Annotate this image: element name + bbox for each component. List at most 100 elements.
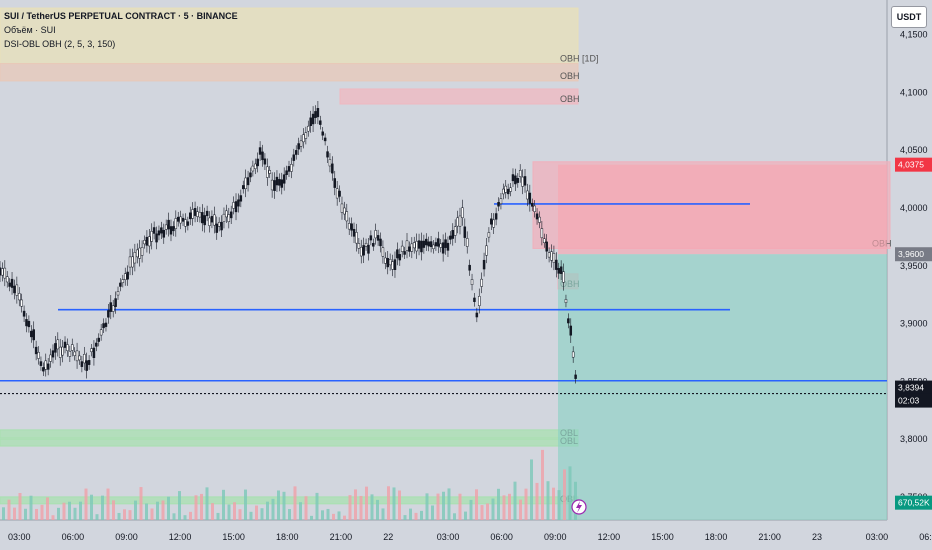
candle-body	[304, 132, 308, 139]
candle-body	[497, 202, 500, 207]
candle-body	[191, 209, 194, 219]
candle-body	[160, 227, 163, 234]
candle-body	[109, 302, 113, 312]
candle-body	[63, 341, 67, 348]
price-label-text: 3,8394	[898, 383, 924, 393]
candle-body	[463, 226, 467, 238]
volume-bar	[24, 508, 27, 520]
candle-body	[302, 134, 305, 143]
volume-bar	[51, 515, 55, 520]
volume-bar	[62, 502, 66, 520]
candle-body	[458, 215, 462, 227]
candle-body	[408, 246, 411, 252]
candle-body	[297, 143, 300, 150]
candle-body	[526, 190, 529, 200]
candle-body	[307, 125, 310, 132]
volume-bar	[475, 489, 478, 520]
price-axis-area[interactable]	[887, 0, 932, 550]
candle-body	[205, 210, 209, 217]
currency-button[interactable]: USDT	[891, 6, 927, 28]
volume-bar	[249, 511, 253, 520]
time-tick-label: 03:00	[866, 532, 889, 542]
candle-body	[114, 298, 117, 307]
candle-body	[350, 223, 353, 231]
volume-bar	[128, 510, 132, 520]
candle-body	[95, 342, 98, 347]
volume-bar	[425, 493, 429, 520]
candle-body	[511, 174, 515, 182]
candle-body	[437, 238, 440, 247]
candle-body	[364, 242, 368, 247]
candle-body	[121, 279, 125, 284]
candle-body	[39, 361, 43, 366]
candle-body	[179, 216, 182, 224]
time-tick-label: 15:00	[651, 532, 674, 542]
candle-body	[485, 245, 488, 256]
candle-body	[46, 363, 50, 370]
volume-bar	[189, 511, 192, 520]
volume-bar	[332, 513, 335, 520]
symbol-title[interactable]: SUI / TetherUS PERPETUAL CONTRACT · 5 · …	[4, 11, 238, 21]
price-tick-label: 3,8000	[900, 434, 928, 444]
candle-body	[465, 238, 469, 247]
volume-bar	[73, 507, 77, 520]
order-block-zone	[0, 438, 579, 447]
time-tick-label: 06:00	[62, 532, 85, 542]
candle-body	[335, 188, 339, 199]
candle-body	[314, 111, 317, 118]
candle-body	[0, 267, 2, 276]
price-label-text: 3,9600	[898, 249, 924, 259]
candle-body	[184, 219, 187, 227]
candle-body	[196, 211, 199, 217]
time-axis-area[interactable]	[0, 520, 932, 550]
candle-body	[278, 179, 281, 186]
volume-bar	[139, 487, 143, 520]
volume-bar	[519, 499, 522, 520]
volume-bar	[381, 508, 385, 520]
candle-body	[323, 137, 327, 142]
candle-body	[292, 154, 296, 161]
candle-body	[107, 310, 110, 318]
volume-bar	[442, 491, 445, 520]
candle-body	[574, 374, 577, 379]
position-stop-zone[interactable]	[558, 164, 887, 255]
volume-bar	[541, 449, 544, 520]
candle-body	[92, 347, 96, 358]
candle-body	[309, 117, 312, 126]
position-target-zone[interactable]	[558, 254, 887, 520]
price-label-badge	[895, 157, 932, 172]
candle-body	[181, 217, 185, 222]
candle-body	[504, 185, 507, 193]
volume-bar	[211, 503, 214, 520]
candle-body	[376, 235, 380, 241]
candle-body	[268, 170, 271, 174]
candle-body	[388, 259, 392, 266]
candle-body	[273, 180, 276, 191]
candle-body	[331, 163, 334, 174]
candle-body	[148, 236, 151, 247]
obh-indicator-label[interactable]: DSI-OBL OBH (2, 5, 3, 150)	[4, 39, 116, 49]
candle-body	[492, 219, 495, 228]
volume-bar	[568, 466, 572, 520]
candle-body	[99, 329, 103, 336]
candle-body	[391, 261, 394, 270]
candle-body	[25, 319, 28, 327]
volume-bar	[321, 510, 324, 520]
candle-body	[434, 242, 438, 247]
candle-body	[396, 249, 399, 259]
candle-body	[319, 120, 322, 125]
volume-bar	[359, 495, 363, 520]
candle-body	[516, 178, 520, 183]
candle-body	[461, 207, 464, 218]
candle-body	[567, 318, 570, 324]
candle-body	[282, 174, 286, 184]
candle-body	[155, 233, 158, 243]
candle-body	[343, 207, 346, 215]
candle-body	[490, 218, 493, 225]
candle-body	[87, 360, 91, 365]
candle-body	[249, 172, 252, 178]
volume-indicator-label[interactable]: Объём · SUI	[4, 25, 56, 35]
candle-body	[256, 158, 259, 167]
